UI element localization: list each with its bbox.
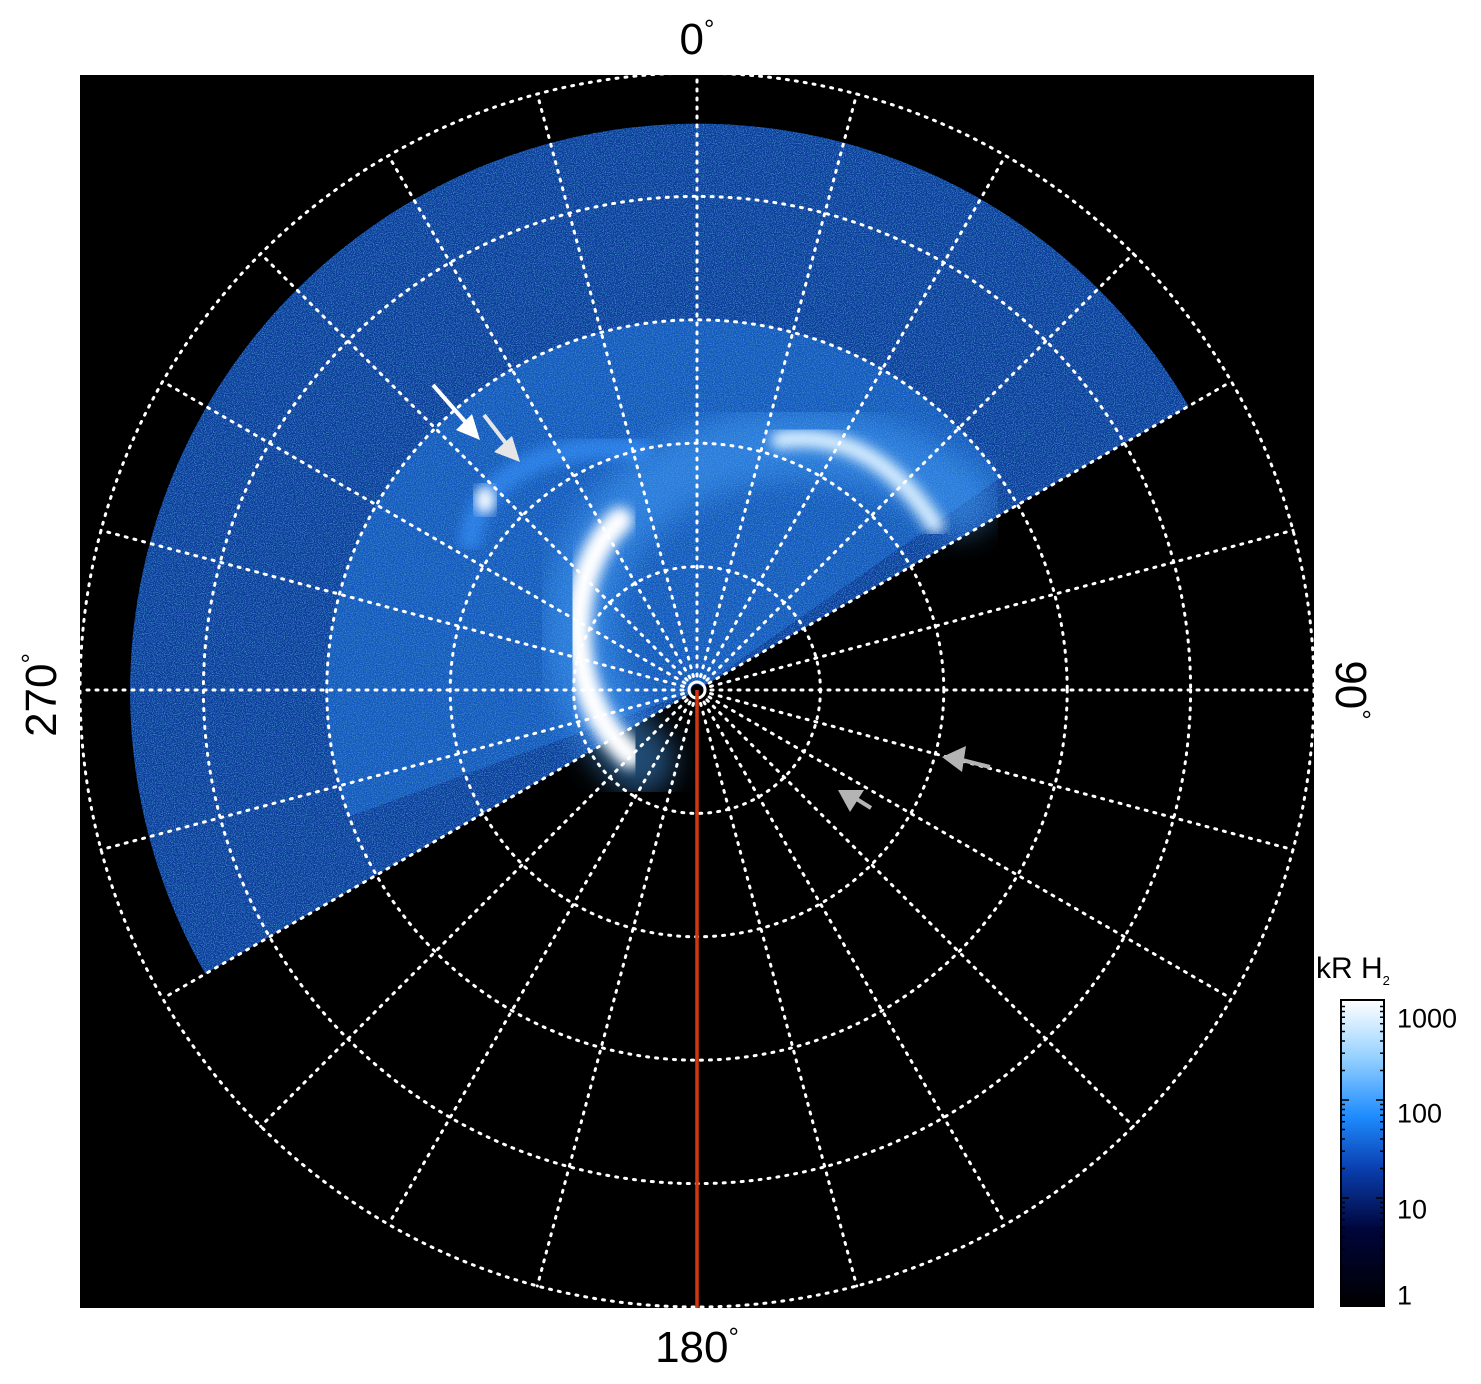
gray-arrow-2 xyxy=(838,790,873,812)
angle-label-180: 180° xyxy=(655,1322,739,1372)
grid-meridian xyxy=(705,698,1135,1128)
grid-meridian xyxy=(99,528,685,688)
auroral-arc-inner xyxy=(459,437,651,551)
grid-meridian xyxy=(709,692,1295,852)
auroral-oval-dawn xyxy=(771,429,944,534)
grid-meridian xyxy=(709,528,1295,688)
colorbar-tick-label-1000: 1000 xyxy=(1397,1003,1458,1034)
grid-meridian xyxy=(707,380,1233,685)
auroral-spot xyxy=(475,486,495,514)
grid-meridian xyxy=(699,702,859,1288)
grid-meridian xyxy=(161,695,687,1000)
angle-label-90: 90° xyxy=(1326,660,1376,720)
colorbar xyxy=(1340,999,1385,1307)
grid-meridian xyxy=(699,92,859,678)
grid-meridian xyxy=(259,252,689,682)
white-arrow-1 xyxy=(431,383,480,440)
grid-meridian xyxy=(99,692,685,852)
grid-meridian xyxy=(705,252,1135,682)
grid-ring xyxy=(325,318,1069,1062)
angle-label-270: 270° xyxy=(16,653,66,737)
colorbar-gradient xyxy=(1340,999,1385,1307)
emission-sector-speckle xyxy=(130,123,1189,974)
colorbar-title: kR H2 xyxy=(1316,952,1390,988)
grid-meridian xyxy=(535,92,695,678)
annotation-arrows xyxy=(431,383,991,812)
colorbar-ticks xyxy=(1341,1005,1384,1297)
gray-arrow-1 xyxy=(942,746,991,772)
emission-sector xyxy=(130,123,1189,974)
polar-grid xyxy=(80,75,1314,1308)
white-arrow-2 xyxy=(482,413,520,462)
grid-meridian xyxy=(387,700,692,1226)
grid-meridian xyxy=(259,698,689,1128)
angle-label-0: 0° xyxy=(679,14,715,64)
grid-meridian xyxy=(707,695,1233,1000)
grid-meridian xyxy=(702,700,1007,1226)
grid-meridian xyxy=(161,380,687,685)
colorbar-tick-label-100: 100 xyxy=(1397,1098,1443,1129)
auroral-oval xyxy=(565,507,643,768)
grid-meridian xyxy=(387,154,692,680)
grid-meridian xyxy=(702,154,1007,680)
colorbar-tick-label-10: 10 xyxy=(1397,1194,1428,1225)
colorbar-tick-label-1: 1 xyxy=(1397,1280,1413,1311)
grid-meridian xyxy=(535,702,695,1288)
